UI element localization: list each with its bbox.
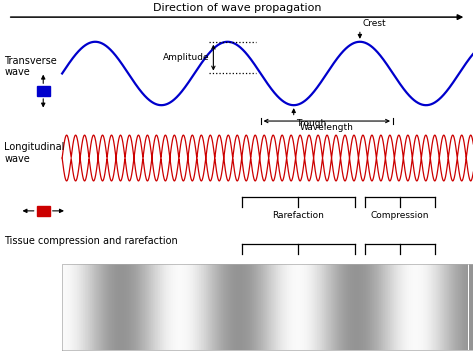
Text: Trough: Trough <box>296 119 326 128</box>
Text: Longitudinal
wave: Longitudinal wave <box>4 142 65 163</box>
Text: Transverse
wave: Transverse wave <box>4 56 57 77</box>
Text: Tissue compression and rarefaction: Tissue compression and rarefaction <box>4 236 178 246</box>
Text: Amplitude: Amplitude <box>163 53 210 62</box>
Bar <box>36 206 50 216</box>
Bar <box>36 86 50 96</box>
Text: Rarefaction: Rarefaction <box>273 211 324 220</box>
Text: Direction of wave propagation: Direction of wave propagation <box>153 3 321 13</box>
Text: Crest: Crest <box>362 19 386 28</box>
Text: Wavelength: Wavelength <box>300 123 354 132</box>
Text: Compression: Compression <box>371 211 429 220</box>
